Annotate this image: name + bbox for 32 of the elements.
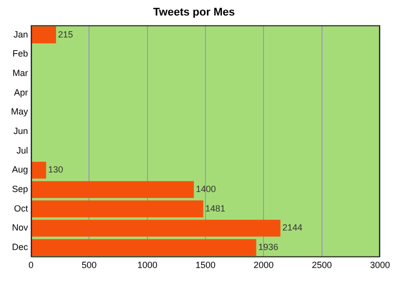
bar (32, 26, 56, 44)
x-tick-label: 1000 (137, 260, 158, 270)
chart-title: Tweets por Mes (153, 6, 235, 19)
data-label: 215 (58, 29, 74, 40)
y-tick-label: Apr (14, 87, 28, 98)
y-tick-label: Mar (12, 68, 28, 78)
y-tick-label: Jun (13, 126, 28, 136)
data-label: 1400 (196, 184, 216, 194)
data-label: 2144 (282, 222, 302, 233)
y-tick-label: Jan (13, 29, 28, 40)
data-label: 130 (48, 164, 64, 175)
bar (32, 181, 194, 198)
y-tick-label: Dec (12, 242, 28, 252)
x-tick-label: 500 (82, 260, 97, 270)
x-tick-label: 2000 (254, 260, 274, 270)
y-tick-label: Jul (16, 145, 28, 156)
x-tick-label: 3000 (370, 260, 390, 270)
y-tick-label: Aug (12, 164, 28, 175)
data-label: 1936 (258, 242, 278, 252)
y-tick-label: Nov (12, 222, 28, 233)
x-tick-label: 1500 (195, 260, 216, 270)
y-tick-label: May (10, 106, 28, 117)
y-tick-label: Feb (12, 48, 28, 59)
bar (32, 239, 256, 256)
bar (32, 220, 280, 237)
x-tick-label: 0 (28, 260, 34, 270)
bar (32, 162, 46, 179)
x-tick-label: 2500 (312, 260, 332, 270)
bar (32, 200, 204, 218)
data-label: 1481 (205, 203, 226, 214)
y-tick-label: Oct (14, 203, 28, 214)
y-tick-label: Sep (12, 184, 28, 194)
